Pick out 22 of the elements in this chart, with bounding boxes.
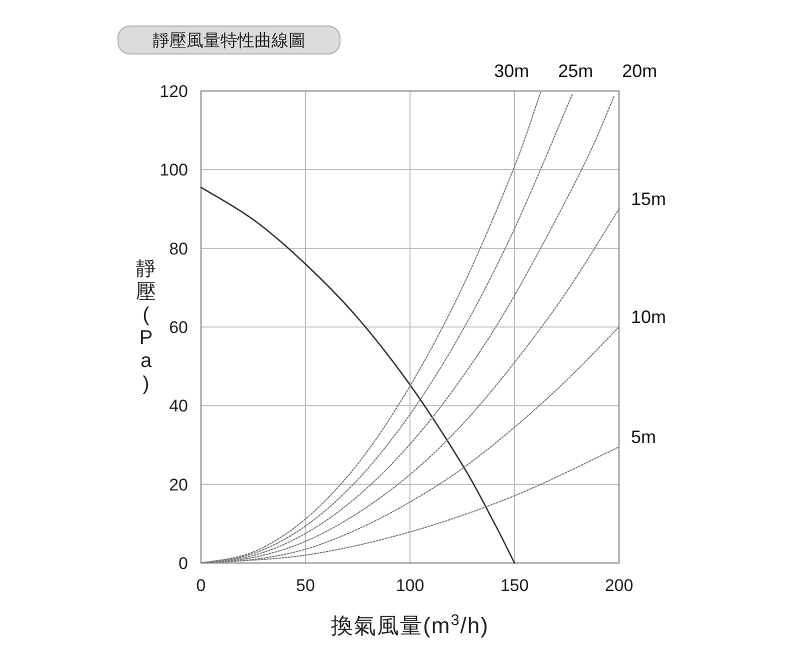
series-label: 20m: [622, 61, 658, 81]
series-label: 25m: [558, 61, 594, 81]
series-label: 30m: [494, 61, 530, 81]
y-tick-label: 60: [169, 318, 188, 337]
y-tick-label: 0: [178, 554, 188, 573]
y-tick-label: 100: [160, 160, 188, 180]
y-tick-label: 80: [169, 239, 188, 258]
chart-title: 靜壓風量特性曲線圖: [152, 31, 306, 50]
x-axis-title: 換氣風量(m$^{3}$/h): [331, 612, 489, 638]
x-tick-label: 150: [500, 576, 529, 595]
series-label: 10m: [631, 307, 666, 327]
y-tick-label: 20: [169, 475, 188, 494]
series-label: 5m: [631, 426, 656, 447]
y-tick-label: 120: [160, 82, 188, 101]
y-tick-label: 40: [169, 396, 188, 416]
y-axis-title: 靜壓(Pa): [136, 258, 156, 395]
x-tick-label: 200: [604, 576, 634, 595]
x-tick-label: 100: [396, 576, 424, 595]
title: 靜壓風量特性曲線圖: [118, 26, 340, 54]
x-tick-label: 50: [296, 576, 315, 595]
series-label: 15m: [631, 189, 666, 209]
x-tick-label: 0: [196, 576, 206, 595]
